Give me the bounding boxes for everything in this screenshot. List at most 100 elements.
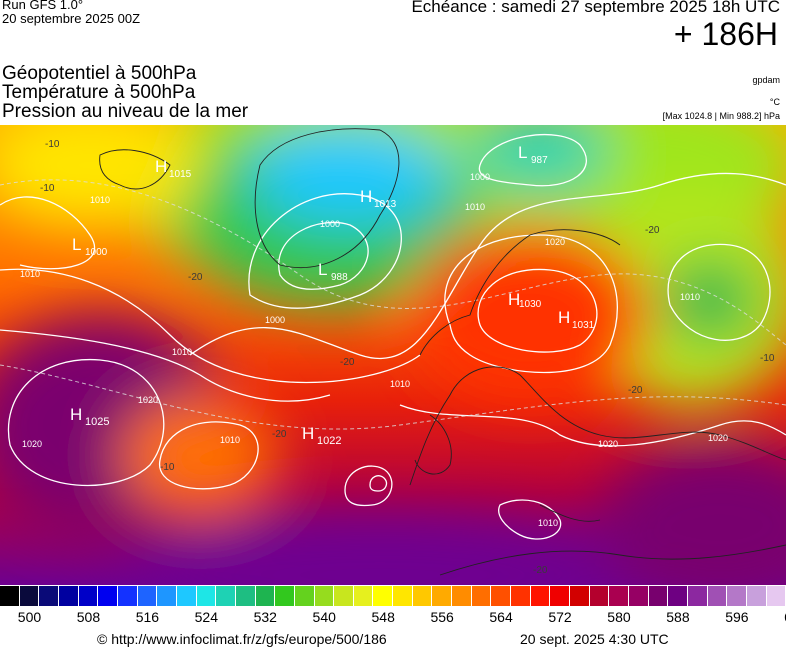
color-swatch (294, 586, 315, 606)
isobar-label-group: 1010 1000 1000 1010 1000 1010 1020 1010 … (20, 172, 728, 528)
color-scale-label: 604 (784, 609, 786, 625)
color-scale-label: 532 (253, 609, 277, 625)
color-scale-label: 556 (430, 609, 454, 625)
isobar-label: 1000 (470, 172, 490, 182)
isobar-label: 1020 (545, 237, 565, 247)
pressure-center-value: 1015 (169, 169, 192, 180)
color-scale-label: 564 (489, 609, 513, 625)
credit-link[interactable]: © http://www.infoclimat.fr/z/gfs/europe/… (97, 631, 387, 647)
pressure-center-type: H (508, 290, 520, 309)
layer-temperature: Température à 500hPa (2, 82, 196, 103)
color-scale-label: 588 (666, 609, 690, 625)
color-scale (0, 586, 786, 606)
unit-temperature: °C (769, 97, 780, 107)
color-swatch (530, 586, 551, 606)
pressure-center-type: H (558, 308, 570, 327)
temperature-label-group: -10 -20 -20 -20 -20 -10 -10 -20 -20 -10 (40, 139, 775, 576)
coastlines (99, 128, 786, 576)
color-swatch (452, 586, 472, 606)
isobar-label: 1010 (465, 202, 485, 212)
color-swatch (39, 586, 59, 606)
color-swatch (687, 586, 708, 606)
isobar-label: 1020 (598, 439, 618, 449)
forecast-offset: + 186H (673, 16, 778, 52)
temperature-label: -20 (628, 385, 643, 396)
pressure-center: H 1022 (302, 424, 341, 447)
color-swatch (373, 586, 394, 606)
pressure-center-value: 1013 (374, 199, 397, 210)
pressure-center-type: L (72, 235, 81, 254)
color-scale-label: 548 (371, 609, 395, 625)
pressure-center-type: L (518, 143, 527, 162)
color-swatch (176, 586, 197, 606)
run-date: 20 septembre 2025 00Z (2, 11, 141, 26)
pressure-center: H 1013 (360, 187, 397, 210)
color-swatch (58, 586, 79, 606)
pressure-center: H 1015 (155, 157, 192, 180)
temperature-label: -20 (645, 225, 660, 236)
pressure-range: [Max 1024.8 | Min 988.2] hPa (662, 111, 780, 121)
color-swatch (235, 586, 256, 606)
color-swatch (648, 586, 669, 606)
color-swatch (511, 586, 531, 606)
isobar-label: 1020 (138, 395, 158, 405)
weather-map: H 1015 H 1013 L 987 L 1000 L 988 H 1030 H 1031 … (0, 125, 786, 585)
temperature-label: -20 (272, 429, 287, 440)
color-swatch (746, 586, 767, 606)
run-title: Run GFS 1.0° (2, 0, 84, 12)
pressure-center-value: 988 (331, 272, 348, 283)
pressure-center-type: H (302, 424, 314, 443)
color-swatch (216, 586, 236, 606)
color-swatch (137, 586, 158, 606)
pressure-center: H 1031 (558, 308, 595, 331)
isobar-label: 1010 (390, 379, 410, 389)
isobar-label: 1010 (20, 269, 40, 279)
temperature-label: -10 (160, 462, 175, 473)
color-swatch (491, 586, 512, 606)
isobar-label: 1010 (220, 435, 240, 445)
color-swatch (412, 586, 433, 606)
color-swatch (314, 586, 335, 606)
isobar-label: 1010 (680, 292, 700, 302)
color-swatch (766, 586, 786, 606)
temperature-label: -20 (188, 272, 203, 283)
color-swatch (157, 586, 177, 606)
color-scale-label: 540 (312, 609, 336, 625)
isobar-label: 1010 (90, 195, 110, 205)
pressure-center-value: 1025 (85, 416, 109, 428)
isobar-label: 1010 (172, 347, 192, 357)
color-scale-labels: 500 508 516 524 532 540 548 556 564 572 580 588 596 6… (0, 609, 786, 627)
geopotential-lines (0, 179, 786, 430)
color-scale-label: 508 (76, 609, 101, 625)
color-scale-label: 572 (548, 609, 572, 625)
color-swatch (393, 586, 413, 606)
color-swatch (334, 586, 354, 606)
color-scale-label: 500 (17, 609, 42, 625)
pressure-center-type: L (318, 260, 327, 279)
layer-pressure: Pression au niveau de la mer (2, 101, 249, 122)
color-swatch (589, 586, 610, 606)
isobar-label: 1000 (265, 315, 285, 325)
pressure-center: L 987 (518, 143, 548, 166)
issued-timestamp: 20 sept. 2025 4:30 UTC (520, 631, 669, 647)
pressure-center: H 1025 (70, 405, 109, 428)
color-swatch (727, 586, 747, 606)
temperature-label: -10 (40, 183, 55, 194)
isobar-label: 1010 (538, 518, 558, 528)
color-swatch (570, 586, 590, 606)
color-swatch (668, 586, 688, 606)
color-swatch (432, 586, 453, 606)
color-scale-label: 524 (194, 609, 218, 625)
color-swatch (609, 586, 629, 606)
color-swatch (255, 586, 276, 606)
color-swatch (117, 586, 138, 606)
layer-geopotential: Géopotentiel à 500hPa (2, 63, 197, 84)
temperature-label: -10 (45, 139, 60, 150)
color-scale-label: 580 (607, 609, 631, 625)
isobar-label: 1020 (708, 433, 728, 443)
color-swatch (19, 586, 40, 606)
color-swatch (78, 586, 99, 606)
pressure-center-value: 1022 (317, 435, 341, 447)
pressure-center-type: H (70, 405, 82, 424)
